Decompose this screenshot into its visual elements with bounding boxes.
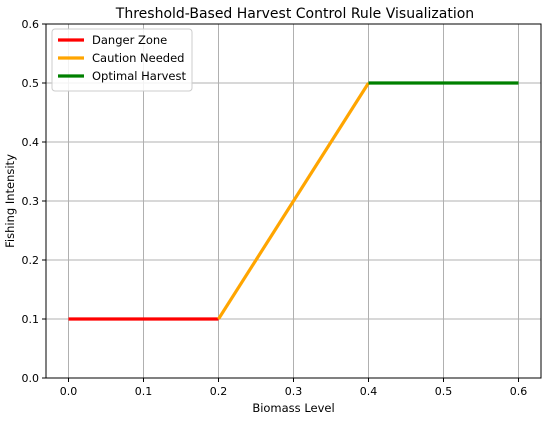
series-line-caution-needed bbox=[217, 82, 370, 320]
legend-entry-2: Optimal Harvest bbox=[92, 69, 186, 83]
y-tick-label-3: 0.3 bbox=[22, 195, 40, 208]
x-tick-label-0: 0.0 bbox=[60, 385, 78, 398]
y-tick-label-4: 0.4 bbox=[22, 136, 40, 149]
y-tick-label-2: 0.2 bbox=[22, 254, 40, 267]
axis-ticks: 0.0 0.1 0.2 0.3 0.4 0.5 0.6 0.0 0.1 0.2 0.3 0.4 0.5 0… bbox=[22, 18, 528, 398]
y-tick-label-0: 0.0 bbox=[22, 372, 40, 385]
x-tick-label-6: 0.6 bbox=[510, 385, 528, 398]
chart-title: Threshold-Based Harvest Control Rule Vis… bbox=[115, 6, 474, 22]
series-lines bbox=[68, 81, 519, 321]
x-axis-label: Biomass Level bbox=[252, 401, 334, 415]
y-tick-label-6: 0.6 bbox=[22, 18, 40, 31]
x-tick-label-3: 0.3 bbox=[285, 385, 303, 398]
y-tick-label-1: 0.1 bbox=[22, 313, 40, 326]
x-tick-label-5: 0.5 bbox=[435, 385, 453, 398]
y-axis-label: Fishing Intensity bbox=[3, 154, 17, 248]
x-tick-label-1: 0.1 bbox=[135, 385, 153, 398]
legend-box bbox=[51, 28, 193, 92]
legend-entry-1: Caution Needed bbox=[92, 51, 184, 65]
x-tick-label-2: 0.2 bbox=[210, 385, 228, 398]
legend: Danger Zone Caution Needed Optimal Harvest bbox=[51, 28, 193, 92]
x-tick-label-4: 0.4 bbox=[360, 385, 378, 398]
y-tick-label-5: 0.5 bbox=[22, 77, 40, 90]
legend-entry-0: Danger Zone bbox=[92, 33, 167, 47]
